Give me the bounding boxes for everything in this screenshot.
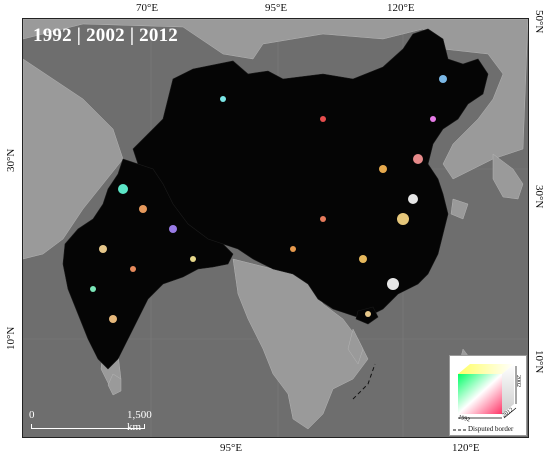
- bottom-tick-120E: 120°E: [452, 442, 480, 454]
- disputed-border-line: [352, 363, 376, 400]
- city-lights: [90, 75, 447, 323]
- disputed-border-label: Disputed border: [468, 425, 514, 433]
- bottom-tick-95E: 95°E: [220, 442, 243, 454]
- map-title: 1992 | 2002 | 2012: [33, 25, 178, 46]
- surrounding-land: [23, 19, 528, 430]
- study-area-india: [62, 158, 234, 370]
- right-tick-10N: 10°N: [533, 350, 545, 374]
- top-tick-95E: 95°E: [265, 2, 288, 14]
- rgb-cube-legend: 1992 2002 2012 Disputed border: [449, 355, 527, 436]
- left-tick-30N: 30°N: [5, 148, 17, 172]
- night-lights-map: [23, 19, 528, 437]
- right-tick-30N: 30°N: [533, 185, 545, 209]
- map-frame: 1992 | 2002 | 2012 0 1,500 km: [22, 18, 529, 438]
- top-tick-70E: 70°E: [136, 2, 159, 14]
- disputed-border-swatch: [453, 429, 467, 431]
- rgb-cube-icon: [458, 364, 517, 419]
- legend-axis-2002: 2002: [515, 375, 521, 387]
- left-tick-10N: 10°N: [5, 326, 17, 350]
- scale-end: 1,500 km: [127, 409, 152, 433]
- sri-lanka: [107, 373, 122, 396]
- scale-start: 0: [29, 409, 35, 421]
- scale-bar-line: [31, 424, 145, 429]
- right-tick-50N: 50°N: [533, 10, 545, 34]
- top-tick-120E: 120°E: [387, 2, 415, 14]
- scale-bar: 0 1,500 km: [29, 409, 155, 433]
